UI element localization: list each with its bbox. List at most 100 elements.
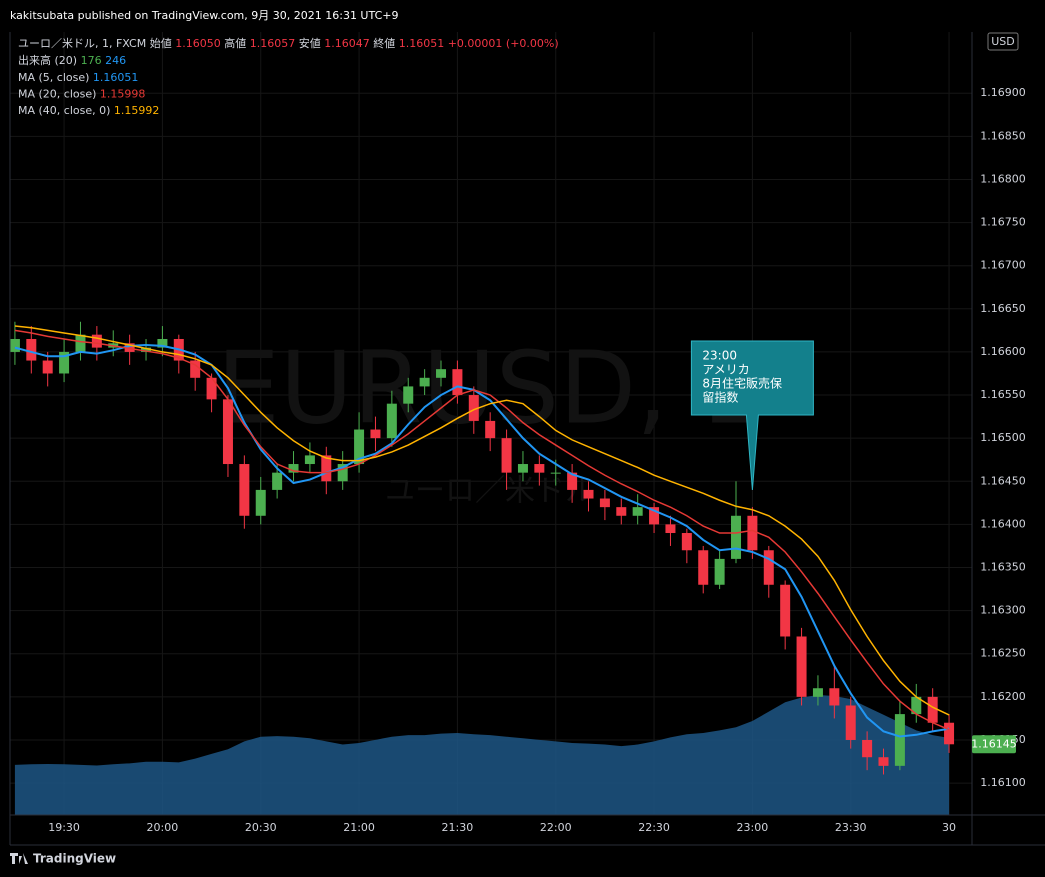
- legend-label: 始値: [150, 36, 172, 50]
- candle-body: [780, 584, 791, 637]
- candle-body: [452, 369, 463, 396]
- legend-label: 高値: [224, 36, 246, 50]
- candle-body: [337, 464, 348, 482]
- annotation-text: 8月住宅販売保: [702, 376, 782, 391]
- candle-body: [911, 696, 922, 715]
- candle-body: [665, 524, 676, 534]
- currency-box: [987, 32, 1019, 51]
- y-tick-label: 1.16850: [980, 129, 1026, 142]
- y-tick-label: 1.16200: [980, 690, 1026, 703]
- candle-body: [239, 464, 250, 516]
- candle-body: [796, 636, 807, 697]
- candle-body: [812, 688, 823, 697]
- candle-body: [354, 429, 365, 465]
- candle-body: [944, 722, 955, 745]
- legend-value: 1.16051: [399, 37, 445, 50]
- candle-body: [534, 464, 545, 473]
- x-tick-label: 23:30: [835, 821, 867, 834]
- x-tick-label: 30: [942, 821, 956, 834]
- candle-body: [747, 515, 758, 551]
- candle-body: [550, 472, 561, 474]
- x-tick-label: 20:00: [147, 821, 179, 834]
- ma-line: [14, 329, 950, 731]
- currency: USD: [991, 35, 1015, 48]
- candle-body: [468, 395, 479, 421]
- y-tick-label: 1.16100: [980, 776, 1026, 789]
- annotation-text: 23:00: [702, 349, 737, 363]
- annotation-text: 留指数: [702, 390, 738, 405]
- legend-value: 246: [105, 54, 126, 67]
- candle-body: [649, 507, 660, 525]
- candle-body: [862, 739, 873, 758]
- candle-body: [731, 515, 742, 559]
- legend-ma: MA (20, close) 1.15998: [18, 88, 145, 101]
- legend-change: +0.00001 (+0.00%): [448, 37, 559, 50]
- legend-value: 1.16057: [250, 37, 296, 50]
- y-tick-label: 1.16750: [980, 216, 1026, 229]
- candle-body: [714, 558, 725, 585]
- last-price: 1.16145: [971, 737, 1017, 750]
- annotation-text: アメリカ: [702, 363, 749, 377]
- x-tick-label: 19:30: [48, 821, 80, 834]
- candle-body: [403, 386, 414, 404]
- legend-main: ユーロ／米ドル, 1, FXCM 始値 1.16050 高値 1.16057 安…: [18, 36, 559, 50]
- legend-label: MA (20, close): [18, 88, 96, 101]
- candle-body: [763, 550, 774, 585]
- x-tick-label: 20:30: [245, 821, 277, 834]
- footer-brand: TradingView: [33, 852, 116, 866]
- y-tick-label: 1.16800: [980, 172, 1026, 185]
- candle-body: [42, 360, 53, 374]
- legend-value: 1.16050: [175, 37, 221, 50]
- candle-body: [698, 550, 709, 585]
- legend-value: 1.15992: [114, 104, 160, 117]
- candle-body: [190, 360, 201, 378]
- candle-body: [272, 472, 283, 490]
- legend-ma: MA (5, close) 1.16051: [18, 71, 138, 84]
- candle-body: [632, 507, 643, 516]
- candle-body: [157, 338, 168, 348]
- candle-body: [9, 338, 20, 352]
- legend-symbol: ユーロ／米ドル, 1, FXCM: [18, 37, 146, 50]
- y-tick-label: 1.16600: [980, 345, 1026, 358]
- x-tick-label: 21:00: [343, 821, 375, 834]
- candle-body: [878, 757, 889, 766]
- header-text: kakitsubata published on TradingView.com…: [10, 9, 398, 22]
- candle-body: [288, 464, 299, 473]
- candle-body: [304, 455, 315, 465]
- legend-value: 176: [81, 54, 102, 67]
- legend-label: MA (40, close, 0): [18, 104, 110, 117]
- volume-area: [14, 695, 950, 815]
- legend-value: 1.16047: [324, 37, 370, 50]
- ma-line: [14, 344, 950, 738]
- legend-label: 終値: [373, 36, 395, 50]
- legend-ma: MA (40, close, 0) 1.15992: [18, 104, 159, 117]
- candle-body: [616, 507, 627, 516]
- candle-body: [599, 498, 610, 508]
- candle-body: [681, 533, 692, 551]
- y-tick-label: 1.16450: [980, 474, 1026, 487]
- y-tick-label: 1.16900: [980, 86, 1026, 99]
- y-tick-label: 1.16650: [980, 302, 1026, 315]
- legend-label: 出来高 (20): [18, 53, 77, 67]
- x-tick-label: 23:00: [737, 821, 769, 834]
- candle-body: [141, 347, 152, 352]
- candle-body: [59, 351, 70, 374]
- candle-body: [222, 399, 233, 465]
- candle-body: [927, 696, 938, 723]
- y-tick-label: 1.16500: [980, 431, 1026, 444]
- x-tick-label: 22:00: [540, 821, 572, 834]
- legend-volume: 出来高 (20) 176 246: [18, 53, 126, 67]
- y-tick-label: 1.16250: [980, 647, 1026, 660]
- candle-body: [419, 377, 430, 387]
- legend-value: 1.15998: [100, 88, 146, 101]
- candle-body: [321, 455, 332, 482]
- y-tick-label: 1.16700: [980, 259, 1026, 272]
- candle-body: [485, 420, 496, 439]
- y-tick-label: 1.16550: [980, 388, 1026, 401]
- candle-body: [206, 377, 217, 400]
- candle-body: [75, 334, 86, 352]
- candle-body: [517, 464, 528, 473]
- candle-body: [829, 688, 840, 706]
- candle-body: [567, 472, 578, 490]
